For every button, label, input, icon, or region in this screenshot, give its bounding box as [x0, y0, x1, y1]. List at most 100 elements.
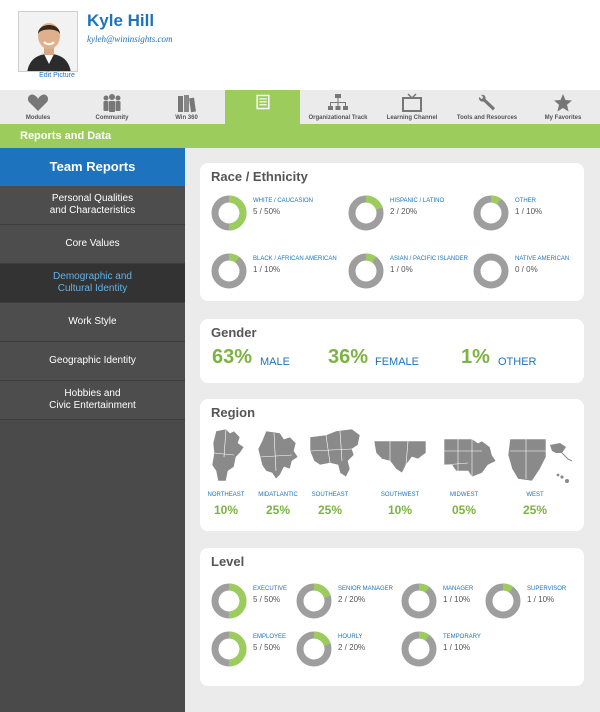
nav-label: Modules [25, 115, 51, 121]
race-label: Black / African American [253, 256, 337, 262]
race-value: 1 / 10% [515, 207, 543, 216]
sidebar-item-work-style[interactable]: Work Style [0, 303, 185, 342]
region-pct: 25% [317, 503, 343, 517]
nav-tools-resources[interactable]: Tools and Resources [448, 90, 526, 124]
document-icon [255, 94, 270, 110]
gender-title: Gender [211, 325, 257, 340]
gender-other-label: OTHER [498, 356, 537, 368]
level-value: 1 / 10% [443, 643, 471, 652]
avatar-photo-icon [19, 12, 77, 71]
region-pct: 10% [387, 503, 413, 517]
gender-female-label: FEMALE [375, 356, 420, 368]
level-value: 2 / 20% [338, 595, 366, 604]
race-value: 1 / 10% [253, 265, 281, 274]
race-title: Race / Ethnicity [211, 169, 308, 184]
nav-label: Win 360 [175, 115, 198, 121]
sidebar-item-label: Personal Qualities [51, 193, 134, 204]
level-donut-chart [296, 583, 332, 619]
nav-label: My Favorites [544, 115, 582, 121]
race-donut-chart [211, 253, 247, 289]
midwest-map-icon [443, 438, 497, 478]
org-chart-icon [328, 94, 348, 110]
level-value: 1 / 10% [443, 595, 471, 604]
race-label: Hispanic / Latino [390, 198, 445, 204]
region-name: SOUTHWEST [380, 492, 420, 498]
region-name: WEST [526, 492, 544, 498]
sidebar-item-label: Demographic and [53, 271, 132, 282]
race-donut-chart [348, 195, 384, 231]
nav-label: Organizational Track [308, 115, 368, 121]
race-card: Race / Ethnicity White / Caucasion 5 / 50… [200, 163, 584, 301]
wrench-icon [478, 94, 495, 111]
level-donut-chart [211, 583, 247, 619]
level-donut-chart [296, 631, 332, 667]
level-value: 1 / 10% [527, 595, 555, 604]
region-pct: 05% [451, 503, 477, 517]
nav-community[interactable]: Community [76, 90, 148, 124]
sidebar-item-label: Civic Entertainment [49, 400, 136, 411]
sidebar-item-core-values[interactable]: Core Values [0, 225, 185, 264]
sidebar-item-label: Hobbies and [64, 388, 121, 399]
region-pct: 25% [265, 503, 291, 517]
race-value: 2 / 20% [390, 207, 418, 216]
sidebar-item-label: and Characteristics [49, 205, 136, 216]
sidebar-item-hobbies[interactable]: Hobbies and Civic Entertainment [0, 381, 185, 420]
nav-label: Learning Channel [386, 115, 438, 121]
level-label: Supervisor [527, 586, 567, 592]
race-label: Other [515, 198, 536, 204]
nav-label: Tools and Resources [456, 115, 518, 121]
sidebar-item-label: Cultural Identity [57, 283, 128, 294]
region-name: SOUTHEAST [311, 492, 349, 498]
nav-modules[interactable]: Modules [0, 90, 76, 124]
southeast-map-icon [309, 428, 361, 478]
section-bar: Reports and Data [0, 124, 600, 148]
race-donut-chart [473, 253, 509, 289]
nav-organizational-track[interactable]: Organizational Track [300, 90, 376, 124]
race-label: Native American [515, 256, 570, 262]
sidebar-item-demographic[interactable]: Demographic and Cultural Identity [0, 264, 185, 303]
nav-label: Community [95, 115, 129, 121]
sidebar-item-label: Geographic Identity [49, 355, 136, 366]
gender-other-pct: 1% [461, 346, 490, 368]
sidebar-item-label: Core Values [65, 238, 120, 249]
region-title: Region [211, 405, 256, 420]
level-label: Senior Manager [338, 586, 394, 592]
avatar[interactable] [18, 11, 78, 72]
region-name: NORTHEAST [207, 492, 245, 498]
level-donut-chart [401, 631, 437, 667]
west-map-icon [507, 438, 573, 483]
sidebar-item-geographic-identity[interactable]: Geographic Identity [0, 342, 185, 381]
race-donut-chart [473, 195, 509, 231]
midatlantic-map-icon [257, 430, 299, 480]
sidebar-item-personal-qualities[interactable]: Personal Qualities and Characteristics [0, 186, 185, 225]
level-donut-chart [401, 583, 437, 619]
region-pct: 10% [213, 503, 239, 517]
region-name: MIDWEST [449, 492, 479, 498]
nav-my-favorites[interactable]: My Favorites [526, 90, 600, 124]
gender-female-pct: 36% [328, 346, 369, 368]
nav-learning-channel[interactable]: Learning Channel [376, 90, 448, 124]
user-email[interactable]: kyleh@wininsights.com [87, 34, 173, 44]
race-label: Asian / Pacific Islander [390, 256, 468, 262]
level-value: 5 / 50% [253, 643, 281, 652]
region-pct: 25% [522, 503, 548, 517]
race-donut-chart [348, 253, 384, 289]
race-value: 5 / 50% [253, 207, 281, 216]
level-donut-chart [485, 583, 521, 619]
gender-card: Gender 63% MALE 36% FEMALE 1% OTHER [200, 319, 584, 383]
race-donut-chart [211, 195, 247, 231]
nav-reports[interactable] [225, 90, 300, 124]
gender-male-label: MALE [260, 356, 290, 368]
region-card: Region NORTHEAST 10% MIDATLANTIC 25% SOUTHEA… [200, 399, 584, 531]
level-label: Executive [253, 586, 288, 592]
nav-win360[interactable]: Win 360 [148, 90, 225, 124]
level-title: Level [211, 554, 245, 569]
southwest-map-icon [373, 440, 427, 474]
level-label: Temporary [443, 634, 481, 640]
sidebar-header: Team Reports [0, 148, 185, 186]
gender-male-pct: 63% [212, 346, 253, 368]
sidebar-item-label: Work Style [68, 316, 117, 327]
section-title: Reports and Data [20, 130, 112, 142]
edit-picture-link[interactable]: Edit Picture [39, 72, 75, 79]
people-icon [103, 94, 121, 112]
